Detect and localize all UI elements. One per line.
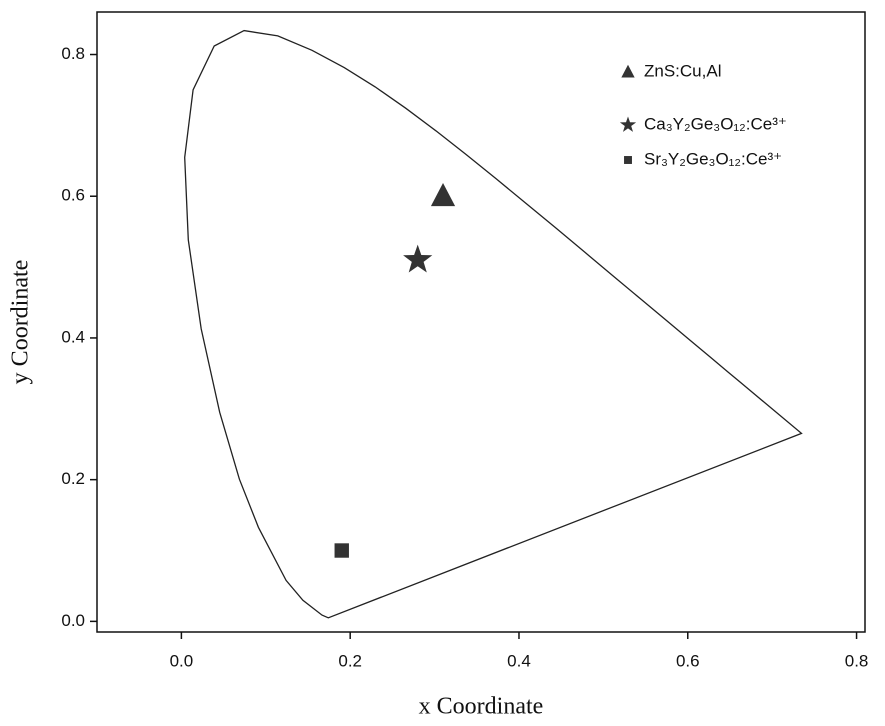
marker-star [403, 244, 433, 273]
spectral-locus [184, 29, 803, 619]
marker-square [334, 543, 349, 558]
x-axis-label: x Coordinate [419, 694, 544, 720]
plot-frame [96, 11, 866, 633]
marker-square [624, 156, 632, 164]
y-axis-label: y Coordinate [8, 260, 34, 385]
x-tick-label: 0.6 [676, 651, 700, 670]
x-tick-label: 0.8 [845, 651, 869, 670]
marker-star [619, 116, 637, 132]
y-tick-label: 0.6 [61, 186, 85, 205]
legend-label: Ca₃Y₂Ge₃O₁₂:Ce³⁺ [644, 114, 787, 133]
marker-triangle [621, 64, 635, 78]
y-tick-label: 0.8 [61, 44, 85, 63]
x-tick-label: 0.2 [338, 651, 362, 670]
legend-label: ZnS:Cu,Al [644, 61, 721, 80]
y-tick-label: 0.0 [61, 611, 85, 630]
marker-triangle [430, 183, 456, 207]
x-tick-label: 0.4 [507, 651, 531, 670]
y-tick-label: 0.2 [61, 469, 85, 488]
x-tick-label: 0.0 [170, 651, 194, 670]
y-tick-label: 0.4 [61, 327, 85, 346]
legend-label: Sr₃Y₂Ge₃O₁₂:Ce³⁺ [644, 149, 782, 168]
